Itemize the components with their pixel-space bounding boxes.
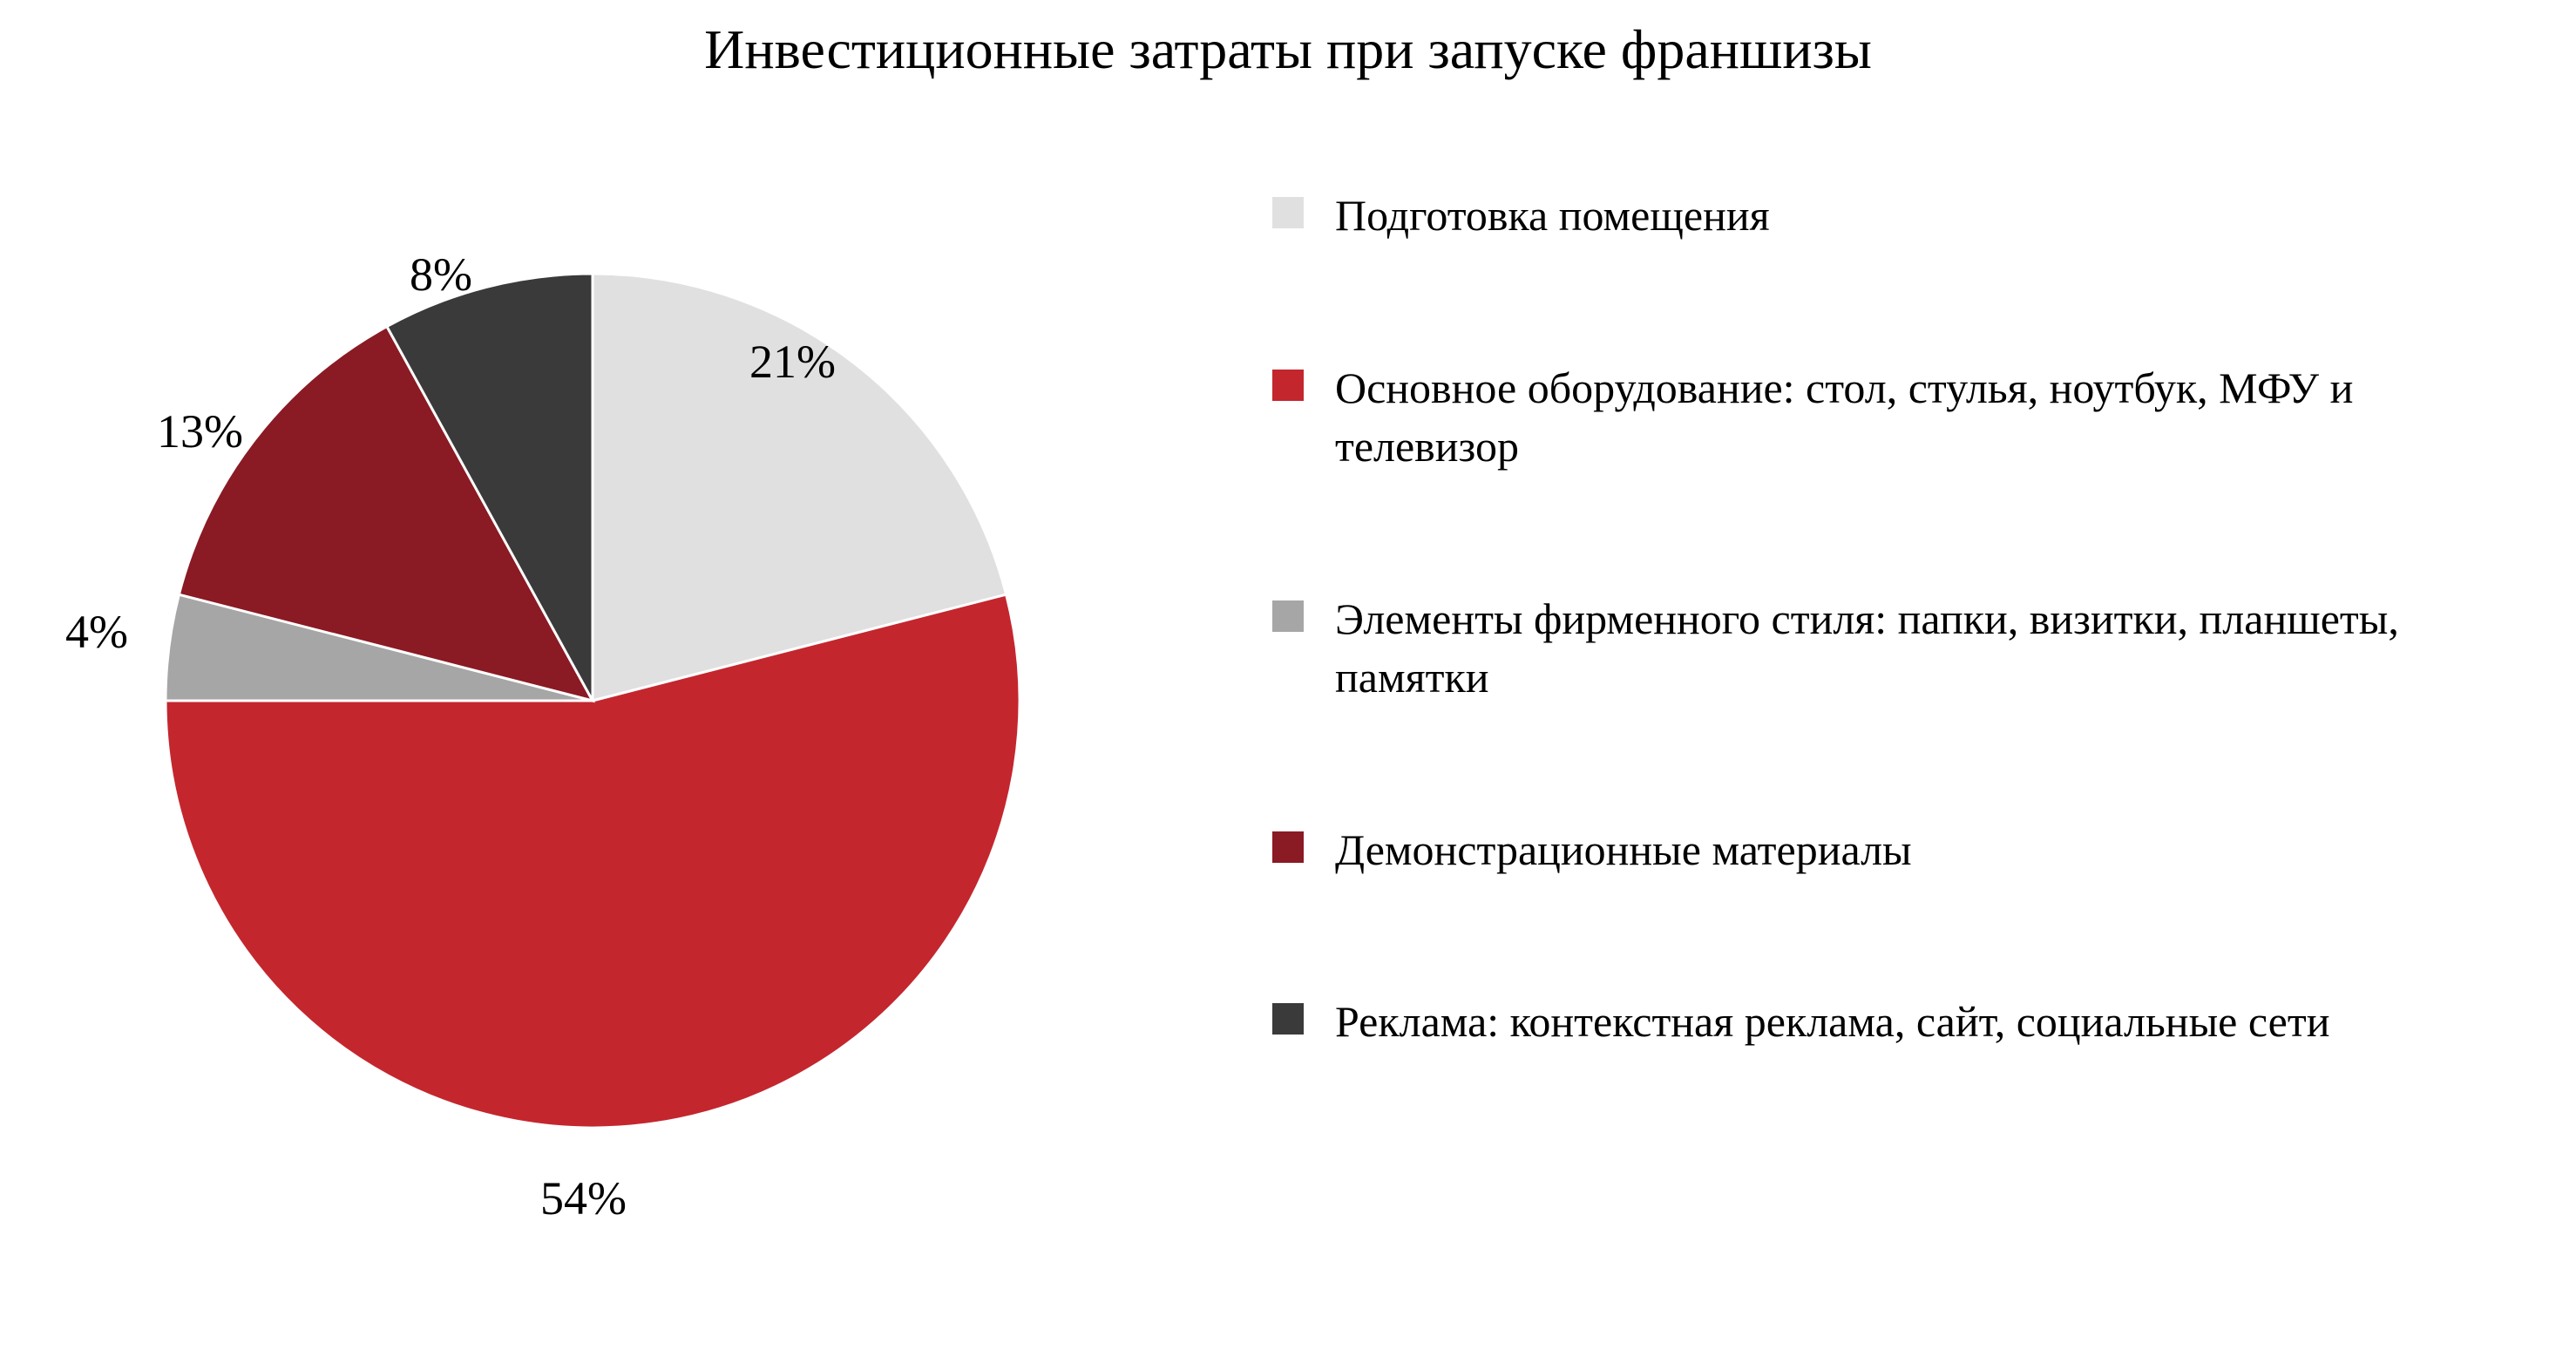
legend-label: Демонстрационные материалы — [1335, 821, 1912, 880]
slice-label: 4% — [65, 605, 128, 659]
legend-swatch — [1272, 370, 1304, 401]
legend-item: Основное оборудование: стол, стулья, ноу… — [1272, 359, 2489, 477]
legend-item: Элементы фирменного стиля: папки, визитк… — [1272, 590, 2489, 708]
legend: Подготовка помещения Основное оборудовани… — [1255, 134, 2541, 1165]
pie-chart-svg — [35, 134, 1255, 1267]
slice-label: 8% — [410, 248, 472, 302]
legend-item: Подготовка помещения — [1272, 187, 2489, 246]
legend-swatch — [1272, 600, 1304, 632]
slice-label: 54% — [540, 1171, 627, 1225]
slice-label: 13% — [157, 404, 243, 458]
legend-label: Подготовка помещения — [1335, 187, 1770, 246]
chart-title: Инвестиционные затраты при запуске франш… — [35, 17, 2541, 82]
legend-label: Основное оборудование: стол, стулья, ноу… — [1335, 359, 2489, 477]
legend-swatch — [1272, 831, 1304, 863]
content-row: 21% 54% 4% 13% 8% Подготовка помещения Основн… — [35, 134, 2541, 1267]
pie-chart-area: 21% 54% 4% 13% 8% — [35, 134, 1255, 1267]
legend-swatch — [1272, 1003, 1304, 1035]
legend-label: Элементы фирменного стиля: папки, визитк… — [1335, 590, 2489, 708]
legend-swatch — [1272, 197, 1304, 228]
legend-label: Реклама: контекстная реклама, сайт, соци… — [1335, 993, 2329, 1052]
page-root: Инвестиционные затраты при запуске франш… — [0, 0, 2576, 1350]
slice-label: 21% — [749, 335, 836, 389]
legend-item: Демонстрационные материалы — [1272, 821, 2489, 880]
legend-item: Реклама: контекстная реклама, сайт, соци… — [1272, 993, 2489, 1052]
